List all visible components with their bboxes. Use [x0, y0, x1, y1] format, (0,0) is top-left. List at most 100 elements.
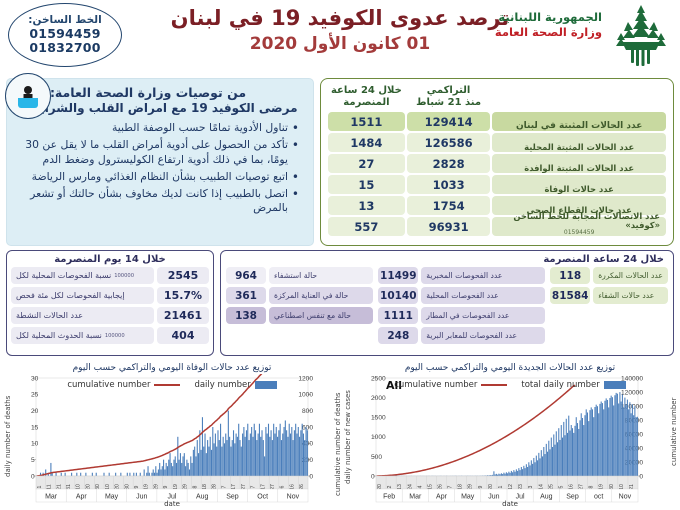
x-axis-label: date: [164, 500, 180, 508]
list-item: عدد الفحوصات للمعابر البرية 248: [378, 327, 546, 344]
svg-text:18: 18: [202, 484, 208, 490]
col-header-cumulative-line2: منذ 21 شباط: [416, 96, 482, 108]
row-label: عدد الحالات المثبتة المحلية: [492, 133, 666, 152]
svg-text:0: 0: [31, 473, 35, 480]
svg-text:500: 500: [371, 454, 382, 461]
svg-text:10: 10: [619, 484, 625, 490]
hotline-badge: الخط الساخن: 01594459 01832700: [8, 3, 122, 67]
svg-text:15: 15: [31, 424, 39, 431]
report-date: 01 كانون الأول 2020: [249, 34, 431, 55]
metric-value: 361: [226, 287, 267, 304]
row-last24-value: 557: [328, 217, 405, 236]
cases-chart: توزيع عدد الحالات الجديدة اليومي والتراك…: [342, 362, 678, 508]
svg-text:20: 20: [85, 484, 91, 490]
metric-label: عدد الفحوصات المحلية: [421, 287, 546, 304]
table-row: عدد حالات القطاع الصحي 1754 13: [328, 196, 666, 215]
page-title: ترصد عدوى الكوفيد 19 في لبنان: [170, 6, 510, 30]
svg-text:30: 30: [31, 375, 39, 382]
svg-text:26: 26: [299, 484, 305, 490]
metric-label-text: عدد الحالات النشطة: [16, 311, 84, 320]
advisory-card: من توصيات وزارة الصحة العامة: مرضى الكوف…: [5, 73, 314, 246]
svg-text:14: 14: [538, 484, 544, 490]
svg-text:Oct: Oct: [257, 494, 268, 501]
svg-text:Aug: Aug: [196, 494, 209, 501]
svg-text:30: 30: [609, 484, 615, 490]
list-item: حالة استشفاء 964: [226, 267, 374, 284]
row-cumulative-value: 96931: [406, 217, 491, 236]
svg-text:19: 19: [599, 484, 605, 490]
svg-text:9: 9: [478, 485, 484, 488]
y-axis-label: daily number of new cases: [344, 390, 352, 484]
svg-text:16: 16: [569, 484, 575, 490]
metric-value: 15.7%: [157, 287, 209, 304]
svg-text:2: 2: [387, 485, 393, 488]
ministry-label: وزارة الصحة العامة: [494, 24, 602, 39]
hospital-column: حالة استشفاء 964 حالة في العناية المركزة…: [226, 267, 374, 344]
metric-value: 248: [378, 327, 419, 344]
table-row: عدد الحالات المثبتة في لبنان 129414 1511: [328, 112, 666, 131]
cedar-tree-icon: [616, 5, 666, 66]
row-label-subnumber: 01594459: [563, 228, 595, 236]
svg-text:Mar: Mar: [409, 494, 422, 501]
metric-label-text: إيجابية الفحوصات لكل مئة فحص: [16, 291, 125, 300]
svg-text:Nov: Nov: [619, 494, 632, 501]
metric-value: 21461: [157, 307, 209, 324]
metric-label: إيجابية الفحوصات لكل مئة فحص: [11, 287, 154, 304]
metric-value: 11499: [378, 267, 419, 284]
svg-text:25: 25: [548, 484, 554, 490]
svg-text:1200: 1200: [298, 375, 313, 382]
svg-text:2500: 2500: [371, 375, 386, 382]
metric-value: 404: [157, 327, 209, 344]
table-header-row: التراكمي منذ 21 شباط خلال 24 ساعة المنصر…: [328, 84, 666, 110]
svg-text:1000: 1000: [371, 434, 386, 441]
y2-axis-label: cumulative number of deaths: [334, 392, 342, 496]
svg-text:Jul: Jul: [516, 494, 525, 501]
svg-text:23: 23: [518, 484, 524, 490]
svg-text:15: 15: [427, 484, 433, 490]
svg-text:5: 5: [31, 457, 35, 464]
svg-text:140000: 140000: [621, 375, 643, 382]
list-item: اتبع توصيات الطبيب بشأن النظام الغذائي و…: [19, 169, 299, 185]
svg-text:17: 17: [231, 484, 237, 490]
list-item: عدد حالات الشفاء 81584: [550, 287, 668, 304]
svg-text:20: 20: [115, 484, 121, 490]
y-axis-label: daily number of deaths: [4, 396, 12, 478]
svg-text:Sep: Sep: [226, 494, 239, 501]
svg-text:27: 27: [579, 484, 585, 490]
svg-text:19: 19: [144, 484, 150, 490]
svg-text:30: 30: [124, 484, 130, 490]
svg-text:29: 29: [468, 484, 474, 490]
svg-text:27: 27: [270, 484, 276, 490]
svg-text:19: 19: [173, 484, 179, 490]
svg-text:1: 1: [498, 485, 504, 488]
tests-column: عدد الفحوصات المخبرية 11499 عدد الفحوصات…: [378, 267, 546, 344]
svg-text:26: 26: [438, 484, 444, 490]
svg-text:29: 29: [183, 484, 189, 490]
svg-text:oct: oct: [594, 494, 603, 501]
svg-text:0: 0: [309, 473, 313, 480]
row-label: عدد حالات الوفاة: [492, 175, 666, 194]
svg-text:11: 11: [47, 484, 53, 489]
ministry-text: الجمهورية اللبنانية وزارة الصحة العامة: [495, 10, 602, 40]
hotline-number-1: 01594459: [29, 25, 101, 41]
metric-label: 100000 نسبة الفحوصات المحلية لكل: [11, 267, 154, 284]
svg-text:8: 8: [192, 485, 198, 488]
svg-text:21: 21: [629, 484, 635, 490]
metric-value: 81584: [550, 287, 591, 304]
row-label: عدد الحالات المثبتة في لبنان: [492, 112, 666, 131]
title-block: ترصد عدوى الكوفيد 19 في لبنان 01 كانون ا…: [140, 6, 540, 54]
list-item: اتصل بالطبيب إذا كانت لديك مخاوف بشأن حا…: [19, 186, 299, 217]
x-axis-label: date: [502, 500, 518, 508]
svg-text:Jul: Jul: [168, 494, 177, 501]
table-row: عدد حالات الوفاة 1033 15: [328, 175, 666, 194]
metric-value: 2545: [157, 267, 209, 284]
row-last24-value: 15: [328, 175, 405, 194]
metric-label-tiny: 100000: [114, 272, 134, 279]
list-item: 21461 عدد الحالات النشطة: [11, 307, 209, 324]
list-item: 2545 100000 نسبة الفحوصات المحلية لكل: [11, 267, 209, 284]
twentyfour-hour-panel: خلال 24 ساعة المنصرمة عدد الحالات المكرر…: [220, 250, 674, 356]
chart-title: توزيع عدد حالات الوفاة اليومي والتراكمي …: [72, 363, 272, 373]
svg-text:Nov: Nov: [287, 494, 300, 501]
cases-chart-svg: 0500100015002000250002000040000600008000…: [371, 375, 643, 503]
